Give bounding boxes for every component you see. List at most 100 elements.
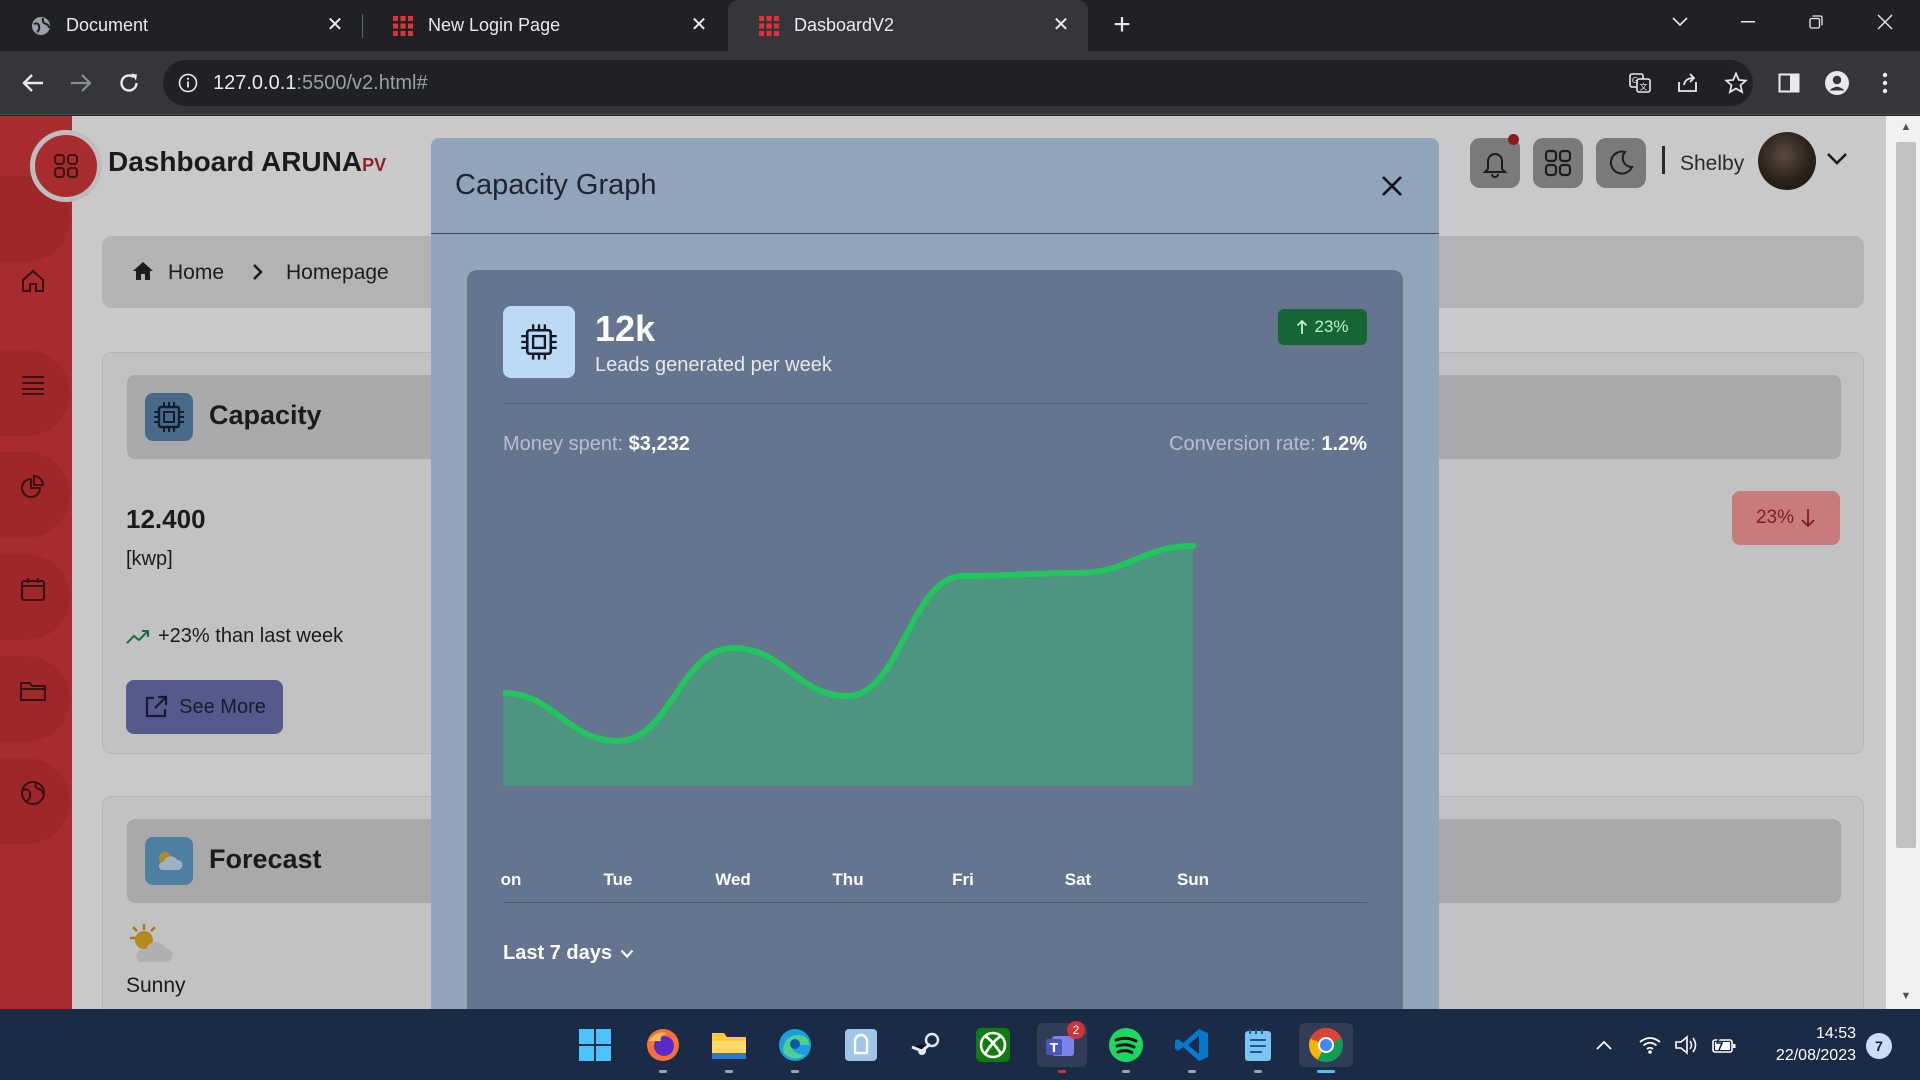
svg-text:G: G <box>1632 76 1638 85</box>
see-more-button[interactable]: See More <box>126 680 283 734</box>
share-icon[interactable] <box>1671 66 1705 100</box>
x-tick-label: on <box>500 870 522 889</box>
teams-icon[interactable]: T 2 <box>1037 1021 1087 1073</box>
weather-icon <box>145 837 193 885</box>
bell-icon <box>1482 153 1508 178</box>
calendar-icon <box>21 578 45 601</box>
browser-tab-document[interactable]: Document ✕ <box>0 0 362 51</box>
running-indicator <box>1188 1070 1196 1073</box>
date-range-dropdown[interactable]: Last 7 days <box>503 942 634 965</box>
site-info-icon[interactable] <box>177 72 199 94</box>
logo[interactable] <box>30 130 102 202</box>
photos-icon[interactable] <box>839 1023 883 1067</box>
dark-mode-button[interactable] <box>1596 138 1646 188</box>
clock-date: 22/08/2023 <box>1775 1047 1856 1064</box>
new-tab-icon[interactable]: + <box>1113 8 1131 41</box>
user-name[interactable]: Shelby <box>1680 152 1745 175</box>
kpi-value: 12k <box>595 308 656 349</box>
sidebar-item-home[interactable] <box>18 266 48 296</box>
sidebar-item-files[interactable] <box>18 676 48 706</box>
sidebar-decoration <box>0 758 70 844</box>
chevron-right-icon <box>253 264 263 280</box>
growth-badge: 23% <box>1278 309 1367 345</box>
pie-chart-icon <box>21 474 45 498</box>
browser-menu-icon[interactable] <box>1868 66 1902 100</box>
forward-icon[interactable] <box>64 66 98 100</box>
home-icon <box>22 269 44 292</box>
badge-value: 23% <box>1755 507 1795 528</box>
notifications-button[interactable] <box>1470 138 1520 188</box>
tab-close-icon[interactable]: ✕ <box>1052 14 1070 36</box>
vscode-icon[interactable] <box>1170 1023 1214 1073</box>
apps-button[interactable] <box>1533 138 1583 188</box>
firefox-icon[interactable] <box>641 1023 685 1073</box>
x-tick-label: Sat <box>1064 870 1092 889</box>
tab-close-icon[interactable]: ✕ <box>690 14 708 36</box>
wifi-icon[interactable] <box>1636 1031 1664 1059</box>
scroll-up-icon[interactable]: ▲ <box>1900 121 1912 133</box>
scroll-down-icon[interactable]: ▼ <box>1900 990 1912 1002</box>
cpu-chip-icon <box>145 393 193 441</box>
volume-icon[interactable] <box>1672 1031 1700 1059</box>
browser-tab-login[interactable]: New Login Page ✕ <box>362 0 726 51</box>
chevron-up-icon[interactable] <box>1590 1031 1618 1059</box>
running-indicator <box>659 1070 667 1073</box>
sidebar-item-globe[interactable] <box>18 778 48 808</box>
profile-icon[interactable] <box>1820 66 1854 100</box>
apps-grid-icon <box>1544 149 1572 177</box>
capacity-value: 12.400 <box>126 504 206 534</box>
tab-close-icon[interactable]: ✕ <box>326 14 344 36</box>
spotify-icon[interactable] <box>1104 1023 1148 1073</box>
edge-icon[interactable] <box>773 1023 817 1073</box>
tab-search-icon[interactable] <box>1650 0 1710 44</box>
notepad-icon[interactable] <box>1236 1023 1280 1073</box>
avatar[interactable] <box>1758 132 1816 190</box>
notification-count-badge[interactable]: 7 <box>1866 1033 1892 1059</box>
capacity-trend: +23% than last week <box>126 625 343 648</box>
chevron-down-icon[interactable] <box>1826 152 1848 171</box>
globe-icon <box>21 781 45 805</box>
scroll-thumb[interactable] <box>1896 142 1916 848</box>
minimize-icon[interactable] <box>1718 0 1778 44</box>
x-tick-label: Sun <box>1176 870 1210 889</box>
reload-icon[interactable] <box>112 66 146 100</box>
windows-start-icon[interactable] <box>573 1023 617 1067</box>
chart-area-fill <box>503 546 1193 786</box>
sidebar-item-calendar[interactable] <box>18 574 48 604</box>
page-scrollbar[interactable]: ▲ ▼ <box>1886 116 1920 1009</box>
x-tick-label: Wed <box>715 870 751 889</box>
modal-header: Capacity Graph <box>431 138 1439 234</box>
breadcrumb-home[interactable]: Home <box>168 261 225 284</box>
chrome-icon[interactable] <box>1299 1023 1353 1073</box>
file-explorer-icon[interactable] <box>707 1023 751 1073</box>
grid-favicon-icon <box>758 15 780 37</box>
back-icon[interactable] <box>16 66 50 100</box>
sidebar-item-analytics[interactable] <box>18 472 48 502</box>
xbox-icon[interactable] <box>971 1023 1015 1067</box>
browser-tab-dashboard[interactable]: DasboardV2 ✕ <box>728 0 1088 51</box>
modal-close-icon[interactable] <box>1377 171 1407 201</box>
brand-suffix: PV <box>362 155 387 175</box>
kpi-subtitle: Leads generated per week <box>595 354 832 376</box>
bookmark-star-icon[interactable] <box>1719 66 1753 100</box>
chevron-down-icon <box>620 949 634 958</box>
sidebar-item-menu[interactable] <box>18 370 48 400</box>
restore-icon[interactable] <box>1786 0 1846 44</box>
svg-text:T: T <box>1050 1041 1059 1055</box>
system-clock[interactable]: 14:53 22/08/2023 <box>1756 1023 1856 1067</box>
side-panel-icon[interactable] <box>1772 66 1806 100</box>
graph-panel: 12k Leads generated per week 23% Money s… <box>467 270 1403 1018</box>
divider <box>503 403 1367 404</box>
tab-title: DasboardV2 <box>794 15 895 35</box>
sidebar <box>0 116 72 1009</box>
windows-taskbar: T 2 14:53 22/08/2023 7 <box>0 1009 1920 1080</box>
steam-icon[interactable] <box>905 1023 949 1067</box>
header-divider <box>1662 146 1665 174</box>
x-tick-label: Tue <box>603 870 633 889</box>
battery-icon[interactable] <box>1710 1031 1738 1059</box>
divider <box>503 902 1367 903</box>
window-close-icon[interactable] <box>1855 0 1915 44</box>
